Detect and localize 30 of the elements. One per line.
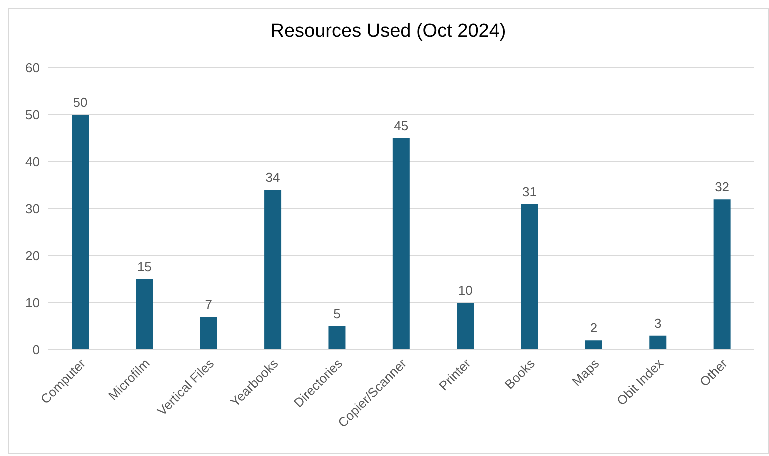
bar <box>521 204 538 350</box>
data-label: 31 <box>522 184 538 200</box>
data-label: 10 <box>458 283 473 298</box>
data-label: 2 <box>590 320 598 336</box>
data-label: 3 <box>654 316 662 331</box>
data-label: 45 <box>394 118 409 134</box>
y-tick-label: 60 <box>26 60 40 76</box>
y-tick-label: 40 <box>26 154 40 170</box>
bar <box>72 115 89 350</box>
bar <box>457 303 474 350</box>
data-label: 15 <box>137 260 152 274</box>
bar <box>585 340 602 350</box>
bar <box>200 317 218 350</box>
chart-title: Resources Used (Oct 2024) <box>270 21 508 43</box>
data-label: 50 <box>73 95 88 110</box>
y-tick-label: 50 <box>26 108 40 123</box>
bar <box>714 200 731 350</box>
bar <box>136 280 154 350</box>
bar <box>650 336 667 350</box>
bar <box>392 138 410 350</box>
y-tick-label: 30 <box>26 202 40 217</box>
bar <box>264 190 282 350</box>
bar <box>328 326 346 350</box>
data-label: 7 <box>205 297 212 312</box>
y-tick-label: 0 <box>32 342 40 358</box>
data-label: 34 <box>266 170 280 186</box>
data-label: 32 <box>715 180 730 195</box>
y-tick-label: 10 <box>26 296 40 311</box>
y-tick-label: 20 <box>26 248 40 264</box>
data-label: 5 <box>334 306 341 322</box>
